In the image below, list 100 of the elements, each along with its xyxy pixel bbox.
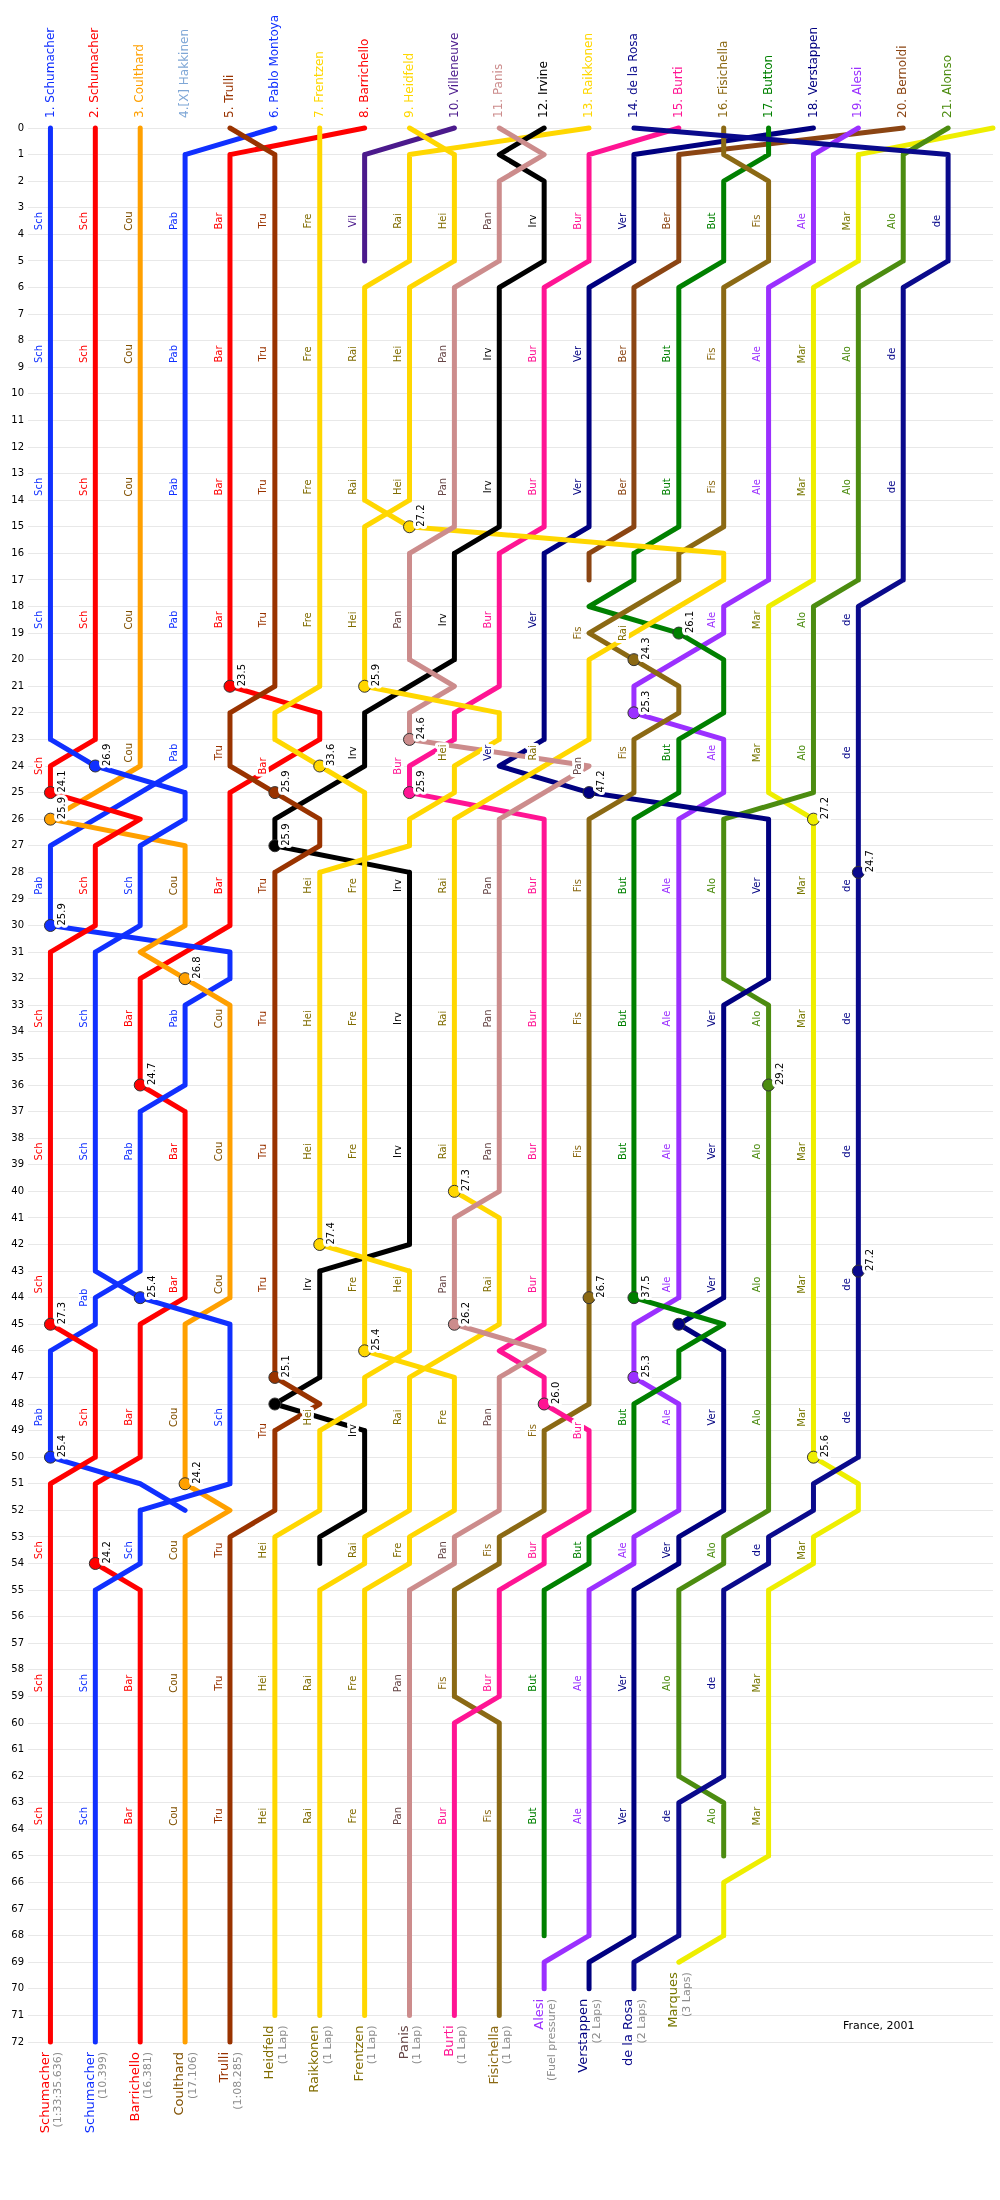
annotation: 24.7	[145, 1062, 157, 1085]
annotation: Bur	[526, 1141, 538, 1161]
x-tick-label: 12. Irvine	[536, 61, 551, 118]
annotation: Pab	[167, 743, 179, 762]
annotation: Ver	[571, 344, 583, 363]
x-tick-label: 20. Bernoldi	[895, 45, 910, 118]
annotation: Ver	[481, 743, 493, 761]
annotation: Cou	[212, 1274, 224, 1295]
annotation: Fis	[571, 1012, 583, 1026]
annotation: Bar	[167, 1142, 179, 1161]
annotation: Hei	[436, 212, 448, 230]
annotation: Alesi (Fuel pressure)	[530, 1998, 559, 2081]
point	[133, 1078, 147, 1092]
annotation: Sch	[77, 1142, 89, 1161]
y-tick-label: 64	[11, 1822, 24, 1834]
annotation: Sch	[212, 1408, 224, 1427]
annotation: Ale	[661, 1010, 673, 1027]
annotation: Alo	[751, 1409, 763, 1426]
point	[178, 1477, 192, 1491]
annotation: de	[885, 347, 897, 361]
annotation: Schumacher (1:33:35.636)	[36, 2051, 65, 2134]
annotation: Fis	[526, 1424, 538, 1438]
annotation: 29.2	[774, 1062, 786, 1085]
annotation: Mar	[796, 875, 808, 896]
y-tick-label: 21	[11, 679, 24, 691]
annotation: Ale	[661, 877, 673, 894]
y-tick-label: 42	[11, 1238, 24, 1250]
annotation: de	[706, 1676, 718, 1690]
y-tick-label: 11	[11, 414, 24, 426]
annotation: Irv	[302, 1277, 314, 1291]
annotation: Coulthard (17.106)	[171, 2052, 199, 2116]
point	[582, 786, 596, 800]
annotation: Rai	[347, 479, 359, 495]
annotation: Hei	[302, 1409, 314, 1426]
annotation: Panis (1 Lap)	[395, 2025, 424, 2065]
annotation: Pab	[33, 876, 45, 895]
point	[403, 520, 417, 534]
x-tick-label: 10. Villeneuve	[446, 32, 461, 118]
annotation: Rai	[616, 625, 628, 641]
annotation: Tru	[212, 1675, 224, 1692]
annotation: Bar	[167, 1274, 179, 1293]
annotation: Pan	[392, 610, 404, 629]
x-tick-label: 15. Burti	[670, 66, 685, 118]
annotation: Bur	[526, 876, 538, 895]
annotation: 24.1	[56, 770, 68, 793]
point	[627, 1291, 641, 1305]
annotation: Rai	[392, 213, 404, 229]
annotation: Irv	[347, 746, 359, 760]
y-tick-label: 0	[17, 121, 24, 133]
annotation: Irv	[347, 1424, 359, 1438]
annotation: 26.9	[100, 743, 112, 766]
y-tick-label: 65	[11, 1849, 24, 1861]
point	[627, 1370, 641, 1384]
annotation: Ver	[616, 211, 628, 230]
point	[851, 865, 865, 879]
point	[88, 759, 102, 773]
y-tick-label: 71	[11, 2009, 24, 2021]
annotation: 24.3	[639, 637, 651, 660]
annotation: Fre	[347, 1808, 359, 1824]
annotation: 25.4	[145, 1275, 157, 1298]
y-tick-label: 58	[11, 1663, 24, 1675]
annotation: Hei	[257, 1674, 269, 1692]
annotation: Mar	[796, 343, 808, 364]
annotation: Fis	[571, 626, 583, 640]
annotation: Fre	[347, 1276, 359, 1292]
annotation: Bar	[122, 1407, 134, 1426]
annotation: Ver	[616, 1674, 628, 1692]
annotation: Hei	[302, 877, 314, 894]
y-tick-label: 2	[17, 174, 24, 186]
x-tick-label: 7. Frentzen	[311, 51, 326, 118]
annotation: Ver	[616, 1806, 628, 1825]
annotation: Sch	[77, 1009, 89, 1028]
annotation: Rai	[392, 1409, 404, 1426]
annotation: Ver	[706, 1009, 718, 1027]
annotation: 27.3	[459, 1169, 471, 1192]
annotation: Irv	[481, 347, 493, 361]
annotation: Pan	[481, 1009, 493, 1028]
annotation: Fre	[436, 1409, 448, 1425]
annotation: Bur	[571, 1421, 583, 1440]
y-tick-label: 29	[11, 892, 24, 904]
annotation: 25.9	[280, 770, 292, 793]
annotation: Burti (1 Lap)	[440, 2025, 469, 2065]
annotation: Pan	[481, 876, 493, 895]
annotation: 47.2	[594, 770, 606, 793]
annotation: Fre	[302, 479, 314, 495]
annotation: Ver	[571, 477, 583, 496]
annotation: Sch	[122, 1541, 134, 1560]
annotation: Alo	[706, 1808, 718, 1824]
annotation: Ale	[796, 213, 808, 229]
y-tick-label: 18	[11, 600, 24, 612]
annotation: 37.5	[639, 1275, 651, 1298]
annotation: Mar	[796, 476, 808, 497]
point	[537, 1397, 551, 1411]
annotation: Alo	[751, 1276, 763, 1293]
annotation: Pab	[167, 477, 179, 496]
annotation: de la Rosa (2 Laps)	[620, 1998, 648, 2067]
annotation: Sch	[33, 1275, 45, 1294]
annotation: Heidfeld (1 Lap)	[261, 2025, 289, 2080]
annotation: Bar	[212, 610, 224, 629]
annotation: Hei	[347, 611, 359, 629]
